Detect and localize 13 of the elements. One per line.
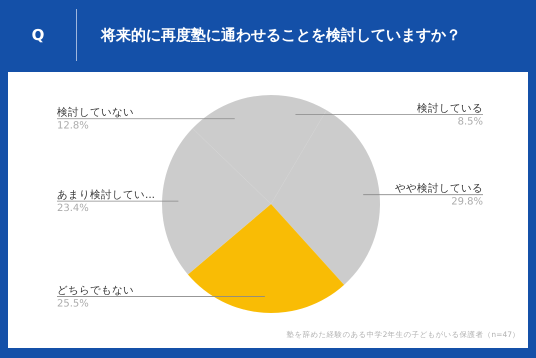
data-label: 29.8% [451, 196, 483, 208]
data-label: 25.5% [57, 298, 89, 310]
chart-subtitle: Q [30, 26, 46, 44]
pie-slice [188, 204, 344, 313]
data-label: 23.4% [57, 203, 89, 214]
slice-label: どちらでもない [57, 284, 134, 296]
slice-label: あまり検討してい... [57, 188, 156, 202]
data-label: 12.8% [57, 120, 89, 132]
slice-label: 検討している [417, 102, 483, 115]
chart-title: 将来的に再度塾に通わせることを検討していますか？ [101, 26, 461, 44]
data-label: 8.5% [458, 116, 483, 128]
slice-label: やや検討している [395, 182, 483, 195]
slice-label: 検討していない [57, 106, 134, 119]
